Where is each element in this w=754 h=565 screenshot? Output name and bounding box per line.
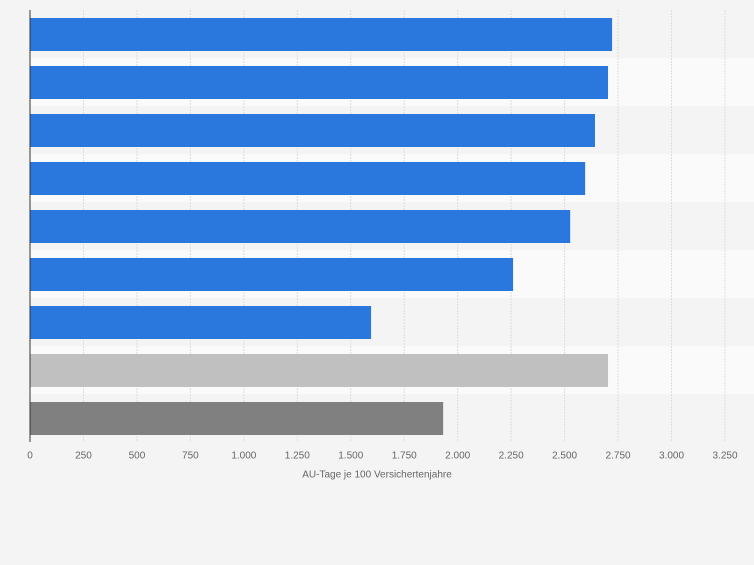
x-tick-label: 250	[75, 451, 92, 462]
x-tick-label: 3.250	[712, 451, 737, 462]
bar	[30, 210, 571, 243]
x-tick-label: 0	[27, 451, 33, 462]
bar	[30, 354, 609, 387]
bar	[30, 18, 613, 51]
x-tick-label: 1.750	[392, 451, 417, 462]
bar	[30, 66, 609, 99]
x-axis-label: AU-Tage je 100 Versichertenjahre	[302, 470, 452, 481]
bar	[30, 258, 514, 291]
bar	[30, 162, 586, 195]
x-tick-label: 3.000	[659, 451, 684, 462]
x-tick-label: 2.750	[606, 451, 631, 462]
x-tick-label: 2.500	[552, 451, 577, 462]
x-tick-label: 2.000	[445, 451, 470, 462]
x-tick-label: 500	[129, 451, 146, 462]
x-tick-label: 1.250	[285, 451, 310, 462]
bar	[30, 306, 372, 339]
bar	[30, 402, 444, 435]
x-tick-label: 1.000	[231, 451, 256, 462]
x-tick-label: 750	[182, 451, 199, 462]
bar	[30, 114, 595, 147]
x-tick-label: 2.250	[499, 451, 524, 462]
x-tick-label: 1.500	[338, 451, 363, 462]
